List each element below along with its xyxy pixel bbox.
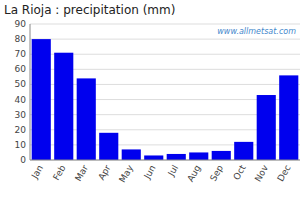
y-tick-label: 60: [15, 64, 27, 74]
y-tick-label: 90: [15, 19, 27, 29]
y-axis: [30, 24, 31, 160]
x-tick-label: Jun: [141, 163, 157, 181]
bar: [99, 133, 118, 160]
bar: [77, 78, 96, 160]
grid-line: [30, 39, 300, 40]
title: La Rioja : precipitation (mm): [4, 3, 175, 17]
x-tick-label: Mar: [73, 163, 90, 183]
x-tick-label: Oct: [231, 163, 248, 182]
watermark: www.allmetsat.com: [217, 27, 296, 36]
grid: [30, 24, 300, 160]
bar: [122, 149, 141, 160]
x-tick-label: Jul: [166, 163, 181, 178]
bar: [212, 151, 231, 160]
bars: [32, 39, 299, 160]
grid-line: [30, 24, 300, 25]
bar: [167, 154, 186, 160]
chart: La Rioja : precipitation (mm) 0 10 20 30 40 50…: [0, 0, 306, 200]
bar: [32, 39, 51, 160]
bar: [234, 142, 253, 160]
x-tick-label: May: [117, 163, 135, 185]
x-tick-label: Dec: [275, 163, 292, 183]
bar: [189, 152, 208, 160]
y-tick-label: 10: [15, 140, 27, 150]
x-tick-label: Nov: [253, 163, 271, 184]
grid-line: [30, 160, 300, 161]
x-axis: [30, 160, 300, 161]
x-tick-label: Apr: [96, 163, 113, 182]
y-tick-label: 80: [15, 34, 27, 44]
x-tick-label: Jan: [29, 163, 45, 181]
bar: [279, 75, 298, 160]
bar: [257, 95, 276, 160]
bar: [54, 53, 73, 160]
y-tick-label: 40: [15, 95, 27, 105]
y-tick-label: 30: [15, 110, 27, 120]
y-tick-label: 50: [15, 79, 27, 89]
y-tick-label: 0: [20, 155, 26, 165]
x-tick-label: Aug: [185, 163, 202, 183]
y-tick-label: 70: [15, 49, 27, 59]
bar: [144, 155, 163, 160]
x-tick-label: Feb: [51, 163, 68, 182]
y-tick-label: 20: [15, 125, 27, 135]
x-tick-label: Sep: [208, 163, 225, 183]
